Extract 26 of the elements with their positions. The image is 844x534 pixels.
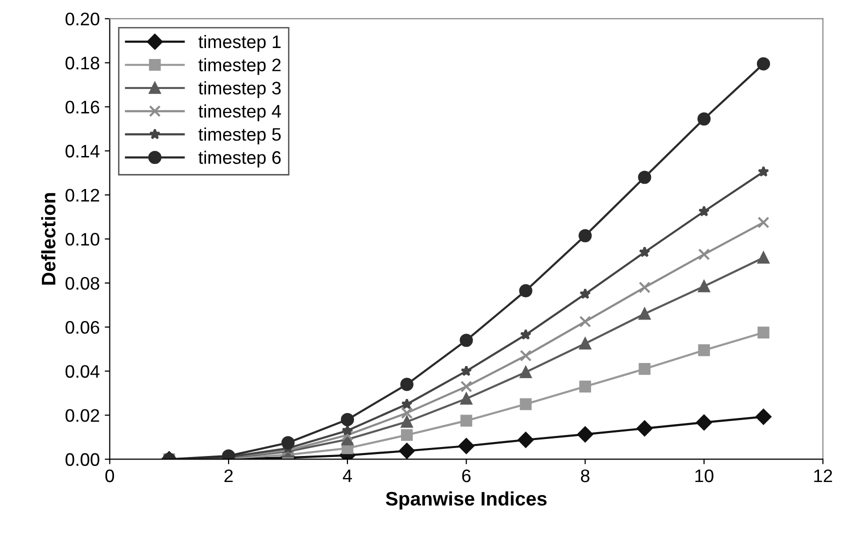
x-tick-label: 10 [695,469,714,482]
x-tick-label: 8 [580,469,590,482]
legend-label: timestep 4 [198,104,281,122]
legend-label: timestep 5 [198,128,281,144]
x-axis-title: Spanwise Indices [386,491,547,510]
y-tick-label: 0.02 [66,409,100,422]
y-tick-label: 0.16 [66,100,100,114]
x-tick-label: 12 [814,469,832,482]
x-tick-label: 0 [105,469,114,482]
legend-label: timestep 3 [198,81,281,98]
legend-label: timestep 2 [198,58,281,75]
legend-label: timestep 1 [198,34,281,52]
x-tick-label: 6 [462,469,471,482]
y-tick-label: 0.14 [66,144,100,158]
x-tick-label: 4 [342,470,352,482]
y-tick-label: 0.04 [66,365,100,378]
y-tick-label: 0.06 [66,321,100,334]
y-axis-title: Deflection [41,193,56,285]
y-tick-label: 0.10 [66,232,100,246]
x-tick-label: 2 [224,469,233,482]
legend-label: timestep 6 [198,150,281,168]
y-tick-label: 0.20 [66,12,100,26]
y-tick-label: 0.18 [66,56,100,70]
y-tick-label: 0.08 [66,276,100,290]
y-tick-label: 0.12 [66,188,100,202]
y-tick-label: 0.00 [66,453,100,466]
